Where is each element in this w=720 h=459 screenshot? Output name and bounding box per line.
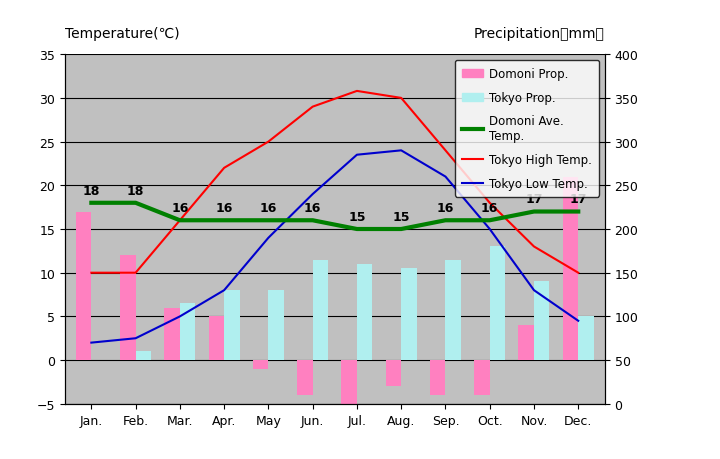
Text: 16: 16 [215, 202, 233, 215]
Bar [534, 282, 549, 360]
Bar [563, 177, 578, 360]
Text: 17: 17 [570, 193, 587, 206]
Text: 15: 15 [392, 210, 410, 224]
Bar [297, 360, 312, 395]
Bar [357, 264, 372, 360]
Text: 16: 16 [304, 202, 321, 215]
Bar [209, 317, 224, 360]
Bar [401, 269, 417, 360]
Bar [224, 291, 240, 360]
Text: 18: 18 [127, 184, 144, 197]
Bar [120, 256, 135, 360]
Text: 16: 16 [260, 202, 277, 215]
Bar [446, 260, 461, 360]
Text: 15: 15 [348, 210, 366, 224]
Text: 17: 17 [525, 193, 543, 206]
Text: 16: 16 [171, 202, 189, 215]
Bar [164, 308, 180, 360]
Bar [253, 360, 269, 369]
Text: 16: 16 [437, 202, 454, 215]
Bar [578, 317, 594, 360]
Bar [518, 325, 534, 360]
Bar [386, 360, 401, 386]
Text: Temperature(℃): Temperature(℃) [65, 27, 179, 41]
Text: Precipitation（mm）: Precipitation（mm） [474, 27, 605, 41]
Legend: Domoni Prop., Tokyo Prop., Domoni Ave.
Temp., Tokyo High Temp., Tokyo Low Temp.: Domoni Prop., Tokyo Prop., Domoni Ave. T… [455, 61, 599, 197]
Bar [430, 360, 446, 395]
Bar [269, 291, 284, 360]
Bar [474, 360, 490, 395]
Text: 18: 18 [83, 184, 100, 197]
Bar [180, 304, 195, 360]
Bar [312, 260, 328, 360]
Text: 16: 16 [481, 202, 498, 215]
Bar [135, 352, 151, 360]
Bar [341, 360, 357, 404]
Bar [76, 212, 91, 360]
Bar [490, 247, 505, 360]
